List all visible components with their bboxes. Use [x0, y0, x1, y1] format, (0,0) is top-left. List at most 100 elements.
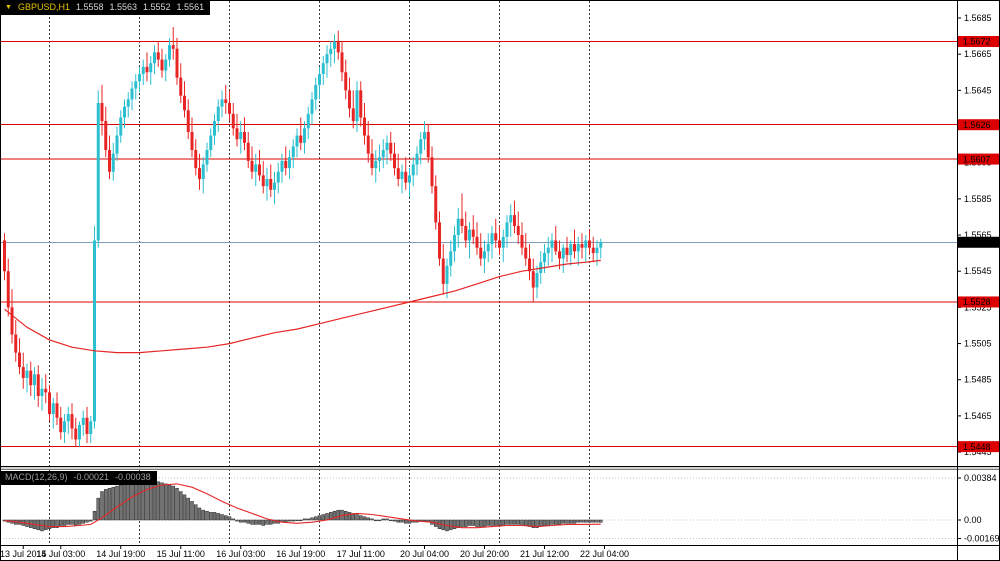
candlesticks: [3, 27, 603, 447]
candle-body: [119, 117, 123, 136]
candle-body: [554, 240, 558, 252]
candle-body: [108, 150, 111, 172]
candle-body: [246, 142, 250, 161]
macd-histogram-bar: [520, 519, 524, 526]
macd-histogram-bar: [482, 519, 487, 527]
macd-histogram-bar: [197, 507, 202, 521]
macd-histogram-bar: [265, 519, 269, 525]
candle-body: [44, 388, 48, 393]
price-level-chip: [958, 36, 999, 48]
macd-histogram-bar: [77, 519, 82, 525]
candle-body: [509, 215, 513, 223]
candle-body: [228, 103, 231, 114]
macd-histogram-bar: [497, 519, 502, 526]
candle-body: [464, 225, 468, 241]
macd-histogram-bar: [317, 515, 322, 521]
price-tick-label: 1.5665: [964, 49, 992, 59]
macd-histogram-bar: [569, 519, 573, 524]
time-tick-label: 16 Jul 19:00: [276, 549, 325, 559]
macd-histogram-bar: [134, 480, 138, 521]
candle-body: [160, 59, 164, 71]
macd-indicator: [2, 478, 603, 532]
candle-body: [156, 52, 160, 60]
macd-histogram-bar: [404, 519, 408, 524]
candle-body: [3, 240, 6, 272]
candle-body: [370, 153, 374, 169]
macd-histogram-bar: [452, 519, 457, 529]
chart-title-chip: ▼ GBPUSD,H1 1.5558 1.5563 1.5552 1.5561: [1, 1, 211, 15]
candle-body: [456, 218, 460, 236]
macd-histogram-bar: [107, 488, 112, 521]
macd-histogram-bar: [81, 519, 85, 524]
macd-histogram-bar: [130, 481, 134, 521]
price-axis[interactable]: 1.54451.54651.54851.55051.55251.55451.55…: [957, 13, 1000, 543]
candle-body: [291, 146, 295, 158]
macd-histogram-bar: [44, 519, 48, 531]
price-level-chip: [958, 441, 999, 453]
candle-body: [576, 244, 580, 252]
macd-histogram-bar: [512, 519, 517, 525]
candle-body: [483, 251, 486, 259]
macd-histogram-bar: [89, 519, 93, 522]
candle-body: [93, 240, 96, 422]
macd-histogram-bar: [224, 515, 228, 521]
macd-signal-value: -0.00038: [115, 472, 151, 482]
pane-splitter[interactable]: [0, 466, 1000, 470]
candle-body: [284, 160, 288, 169]
candle-body: [280, 160, 284, 172]
macd-histogram-bar: [535, 519, 539, 528]
candle-body: [145, 66, 149, 73]
horizontal-level-lines[interactable]: [0, 41, 957, 448]
candle-body: [310, 99, 314, 114]
macd-histogram-bar: [505, 519, 509, 525]
candle-body: [468, 229, 471, 241]
macd-signal-line: [4, 483, 601, 529]
macd-histogram-bar: [167, 484, 172, 521]
macd-histogram-bar: [366, 517, 370, 521]
candle-body: [513, 215, 516, 226]
macd-histogram-bar: [310, 517, 314, 521]
macd-histogram-bar: [239, 519, 243, 523]
macd-histogram-bar: [164, 483, 168, 521]
candle-body: [430, 157, 434, 187]
candle-body: [363, 117, 366, 136]
candle-body: [273, 182, 276, 190]
macd-histogram-bar: [96, 497, 100, 521]
macd-histogram-bar: [242, 519, 247, 523]
macd-histogram-bar: [370, 518, 374, 521]
price-tick-label: 1.5685: [964, 13, 992, 23]
candle-body: [175, 48, 179, 78]
candle-body: [183, 95, 186, 111]
candle-body: [134, 81, 138, 89]
candle-body: [408, 175, 411, 183]
candle-body: [449, 251, 453, 266]
candle-body: [21, 367, 25, 378]
macd-histogram-bar: [92, 511, 97, 521]
candle-body: [584, 240, 588, 248]
chart-symbol-timeframe: GBPUSD,H1: [17, 2, 70, 12]
candle-body: [385, 142, 389, 151]
price-level-chip-label: 1.5607: [963, 154, 991, 164]
candle-body: [66, 414, 70, 422]
macd-histogram-bar: [325, 513, 329, 521]
candle-body: [550, 240, 554, 248]
candle-body: [400, 171, 404, 179]
time-tick-label: 21 Jul 12:00: [520, 549, 569, 559]
macd-histogram-bar: [554, 519, 558, 525]
macd-histogram-bar: [467, 519, 472, 526]
candle-body: [138, 74, 141, 82]
macd-histogram-bar: [580, 519, 584, 523]
candle-body: [314, 84, 318, 100]
candle-body: [351, 108, 355, 122]
macd-histogram-bar: [486, 519, 490, 526]
candle-body: [558, 251, 561, 259]
candle-body: [299, 135, 303, 143]
candle-body: [269, 178, 273, 190]
candle-body: [18, 352, 21, 368]
symbol-dropdown-triangle-icon[interactable]: ▼: [5, 4, 12, 11]
price-tick-label: 1.5485: [964, 375, 992, 385]
candle-body: [14, 334, 18, 353]
